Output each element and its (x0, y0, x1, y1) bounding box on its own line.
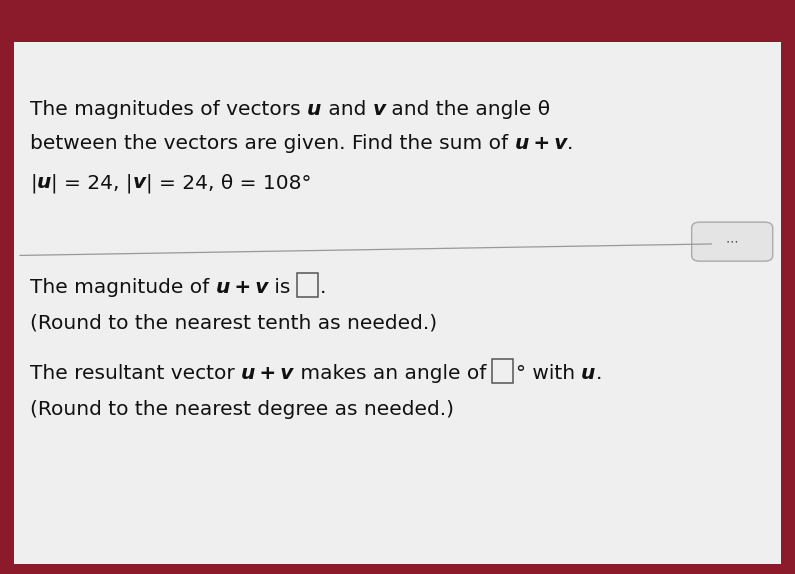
FancyBboxPatch shape (297, 273, 318, 297)
Text: (Round to the nearest degree as needed.): (Round to the nearest degree as needed.) (30, 400, 454, 419)
Text: .: . (595, 364, 602, 383)
Text: | = 24, θ = 108°: | = 24, θ = 108° (145, 173, 312, 193)
Text: u + v: u + v (215, 278, 268, 297)
Text: .: . (567, 134, 573, 153)
Text: between the vectors are given. Find the sum of: between the vectors are given. Find the … (30, 134, 514, 153)
Text: u + v: u + v (514, 134, 567, 153)
Text: is: is (268, 278, 297, 297)
Text: u: u (37, 173, 51, 192)
Text: |: | (30, 173, 37, 193)
Text: v: v (133, 173, 145, 192)
Text: ° with: ° with (515, 364, 581, 383)
Text: ⋯: ⋯ (726, 235, 739, 248)
Text: The magnitudes of vectors: The magnitudes of vectors (30, 100, 307, 119)
Text: The magnitude of: The magnitude of (30, 278, 215, 297)
Text: and the angle θ: and the angle θ (386, 100, 551, 119)
Text: u + v: u + v (242, 364, 293, 383)
Text: (Round to the nearest tenth as needed.): (Round to the nearest tenth as needed.) (30, 314, 437, 333)
FancyBboxPatch shape (492, 359, 513, 383)
Text: u: u (581, 364, 595, 383)
Text: makes an angle of: makes an angle of (293, 364, 492, 383)
Text: v: v (372, 100, 386, 119)
Text: The resultant vector: The resultant vector (30, 364, 242, 383)
Text: | = 24, |: | = 24, | (51, 173, 133, 193)
FancyBboxPatch shape (692, 222, 773, 261)
Text: and: and (322, 100, 372, 119)
Text: .: . (320, 278, 327, 297)
Text: u: u (307, 100, 322, 119)
